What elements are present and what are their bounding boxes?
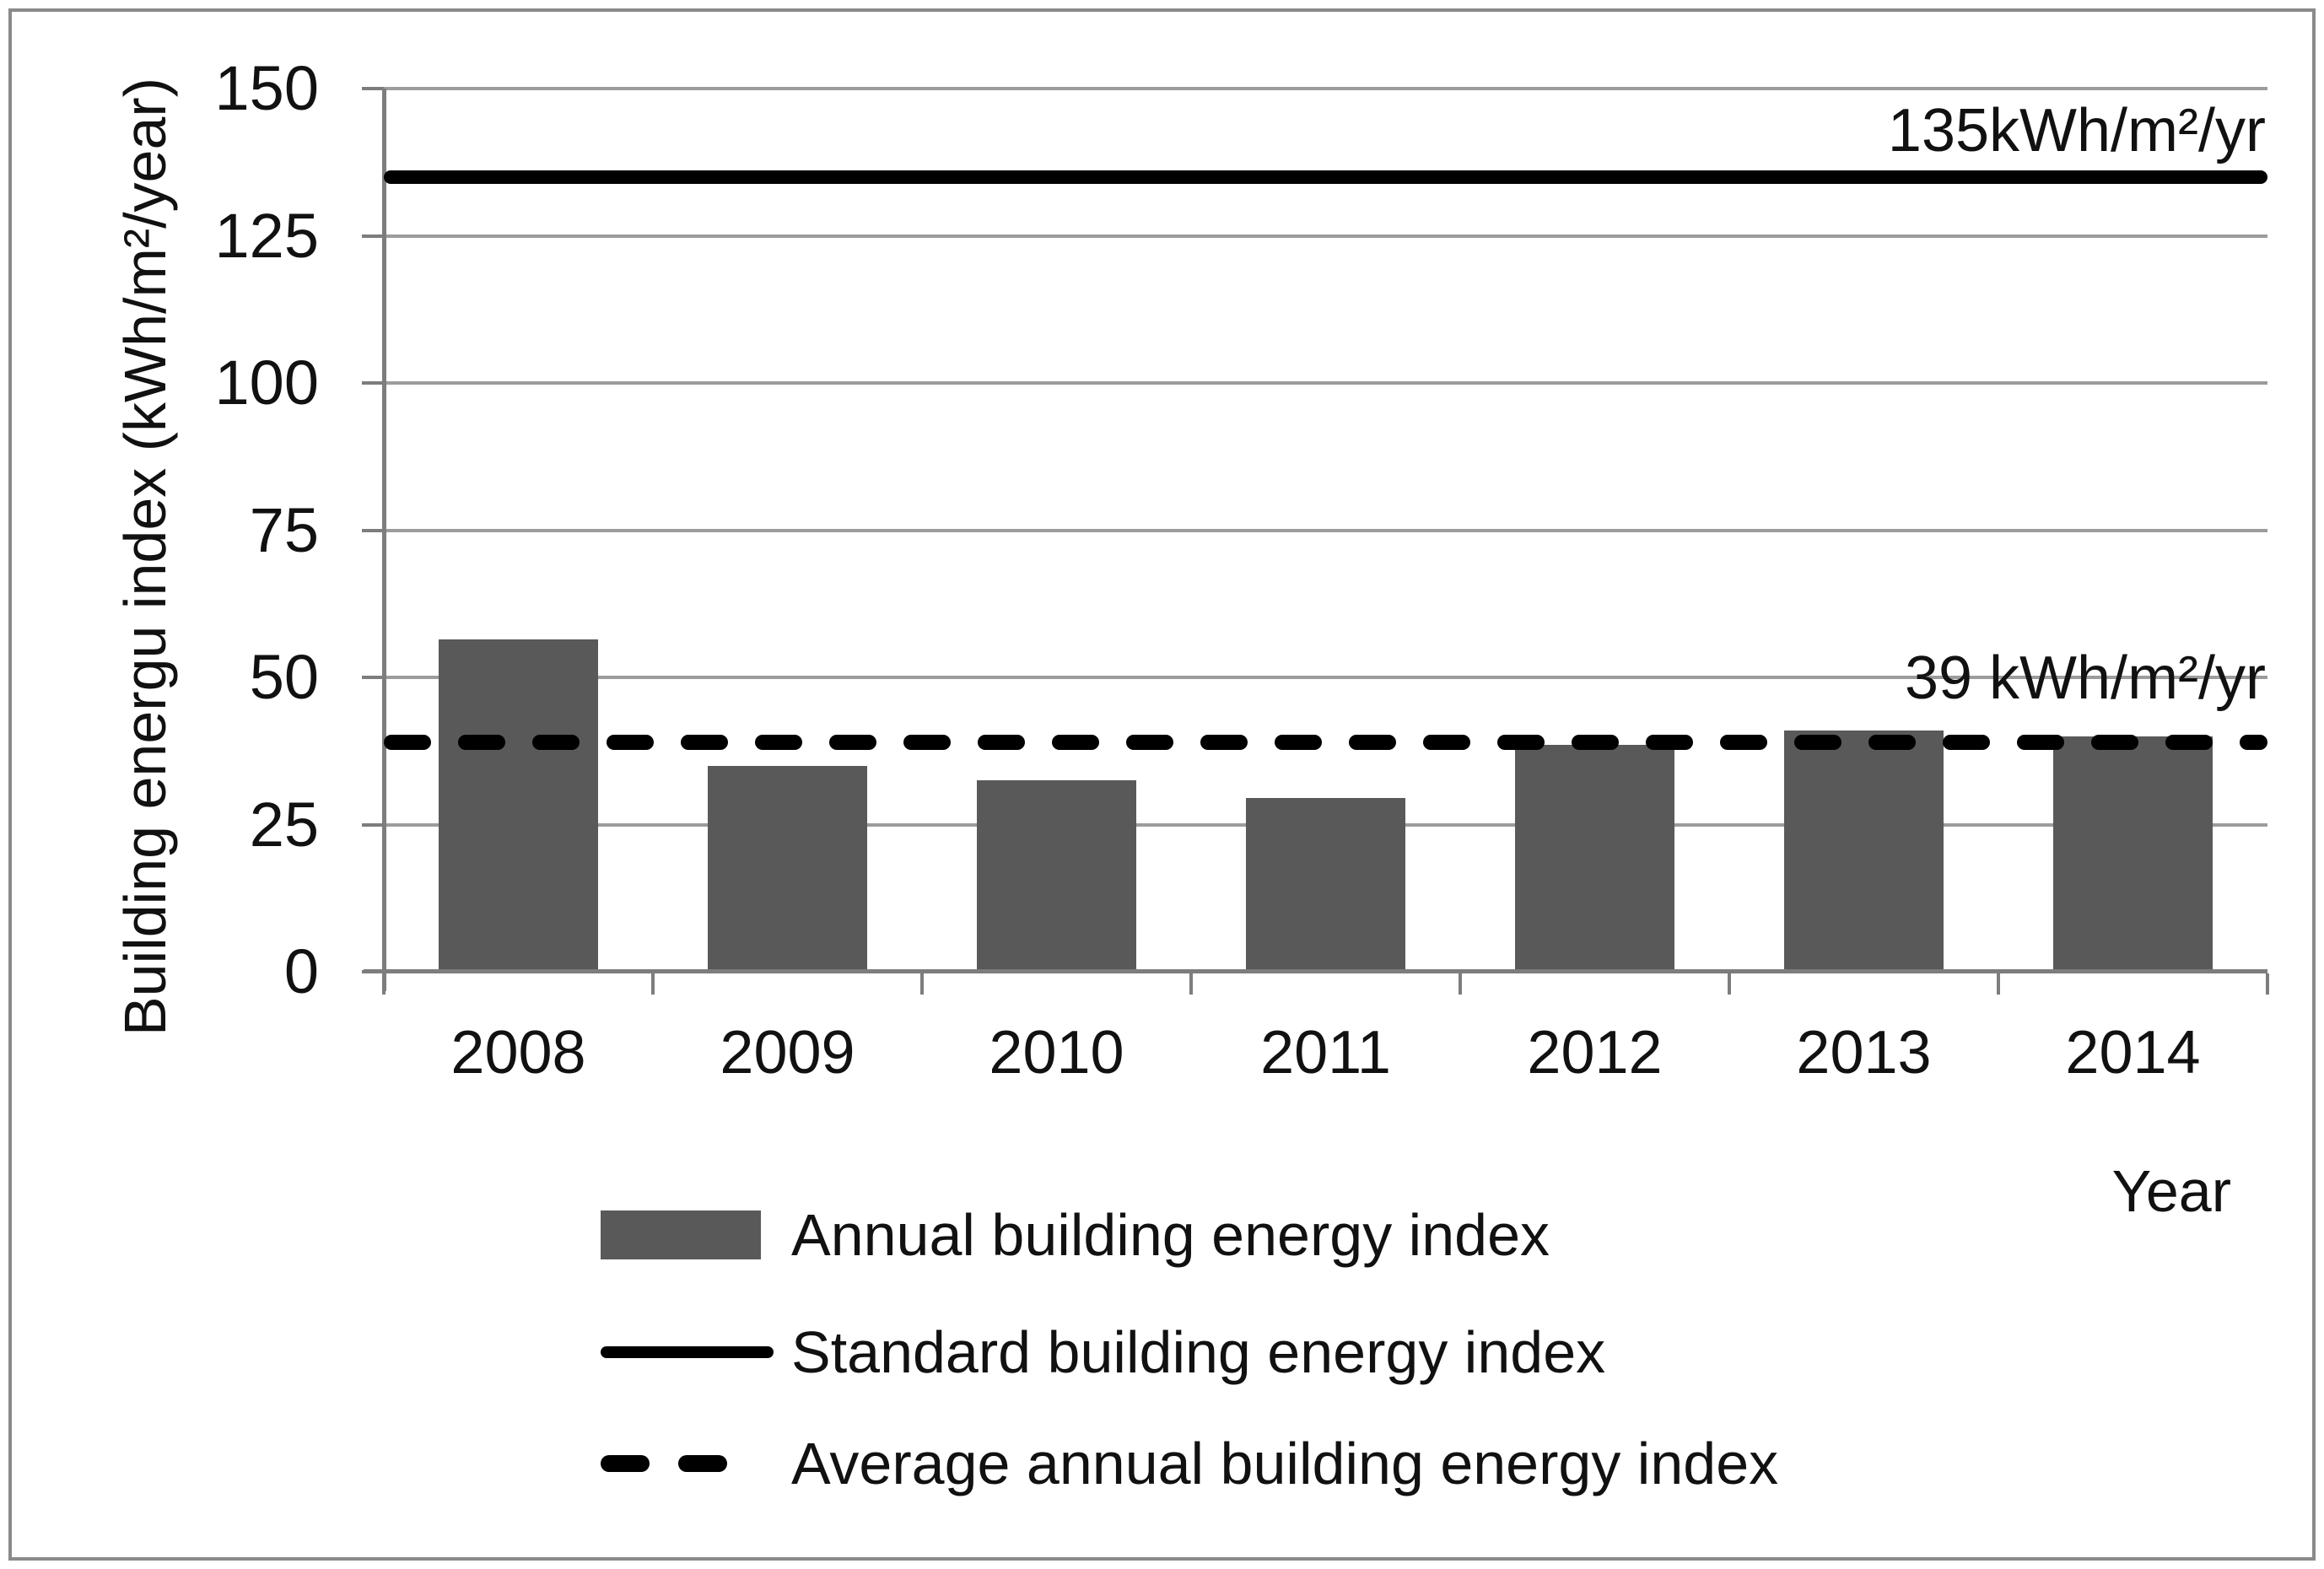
dash-segment bbox=[1943, 734, 1990, 750]
legend-dashed-line-swatch bbox=[601, 1455, 727, 1472]
bar-2013 bbox=[1784, 730, 1944, 972]
average-index-dashed-line bbox=[384, 734, 2267, 750]
y-tick-25 bbox=[362, 822, 384, 827]
figure-border bbox=[8, 8, 2316, 1561]
dash-segment bbox=[384, 734, 431, 750]
x-tick-label-2014: 2014 bbox=[2065, 1019, 2201, 1086]
dash-segment bbox=[1126, 734, 1173, 750]
average-line-value-label: 39 kWh/m²/yr bbox=[1904, 644, 2266, 712]
standard-index-line bbox=[384, 170, 2267, 184]
x-tick-boundary bbox=[1997, 973, 2000, 995]
bar-2010 bbox=[977, 780, 1136, 972]
legend-dash bbox=[678, 1455, 727, 1472]
dash-segment bbox=[458, 734, 505, 750]
bar-2008 bbox=[439, 639, 598, 972]
bar-2009 bbox=[708, 765, 867, 972]
x-tick-label-2012: 2012 bbox=[1527, 1019, 1663, 1086]
dash-segment bbox=[1794, 734, 1841, 750]
legend-label-standard: Standard building energy index bbox=[791, 1319, 1606, 1385]
y-axis-line bbox=[382, 89, 386, 991]
x-tick-label-2010: 2010 bbox=[989, 1019, 1124, 1086]
standard-line-value-label: 135kWh/m²/yr bbox=[1887, 96, 2266, 164]
x-tick-label-2011: 2011 bbox=[1260, 1019, 1391, 1086]
x-tick-label-2013: 2013 bbox=[1796, 1019, 1932, 1086]
x-tick-boundary bbox=[382, 973, 386, 995]
legend-label-average: Average annual building energy index bbox=[791, 1431, 1779, 1496]
dash-segment bbox=[1052, 734, 1099, 750]
legend-item-annual: Annual building energy index bbox=[601, 1199, 1550, 1271]
x-tick-boundary bbox=[1728, 973, 1731, 995]
dash-segment bbox=[2165, 734, 2213, 750]
bar-2012 bbox=[1515, 745, 1674, 972]
legend-item-average: Average annual building energy index bbox=[601, 1427, 1778, 1500]
y-tick-label-50: 50 bbox=[249, 642, 319, 712]
y-tick-label-100: 100 bbox=[214, 348, 319, 418]
x-axis-tick-labels: 2008 2009 2010 2011 2012 2013 2014 bbox=[384, 1017, 2267, 1093]
x-tick-boundary bbox=[2266, 973, 2269, 995]
dash-segment bbox=[978, 734, 1025, 750]
y-tick-label-25: 25 bbox=[249, 789, 319, 860]
bar-2014 bbox=[2053, 736, 2213, 972]
dash-segment bbox=[681, 734, 728, 750]
bar-2011 bbox=[1246, 798, 1405, 972]
x-tick-boundary bbox=[651, 973, 655, 995]
gridline-75 bbox=[384, 528, 2267, 532]
gridline-50 bbox=[384, 676, 2267, 679]
y-tick-label-0: 0 bbox=[283, 936, 319, 1006]
dash-segment bbox=[532, 734, 580, 750]
y-tick-100 bbox=[362, 381, 384, 385]
dash-segment bbox=[903, 734, 951, 750]
y-axis-tick-labels: 0 25 50 75 100 125 150 bbox=[101, 53, 319, 1006]
legend-label-annual: Annual building energy index bbox=[791, 1202, 1550, 1268]
dash-segment bbox=[2240, 734, 2267, 750]
x-tick-label-2008: 2008 bbox=[450, 1019, 586, 1086]
y-tick-label-75: 75 bbox=[249, 494, 319, 565]
dash-segment bbox=[1423, 734, 1470, 750]
dash-segment bbox=[1720, 734, 1767, 750]
dash-segment bbox=[1349, 734, 1396, 750]
dash-segment bbox=[2091, 734, 2138, 750]
dash-segment bbox=[1200, 734, 1248, 750]
dash-segment bbox=[607, 734, 654, 750]
y-tick-label-125: 125 bbox=[214, 200, 319, 271]
standard-line-stroke bbox=[384, 170, 2267, 184]
gridline-100 bbox=[384, 381, 2267, 385]
x-tick-boundary bbox=[1459, 973, 1462, 995]
y-tick-125 bbox=[362, 234, 384, 238]
legend-item-standard: Standard building energy index bbox=[601, 1316, 1605, 1388]
dash-segment bbox=[755, 734, 802, 750]
legend-bar-swatch bbox=[601, 1210, 761, 1259]
x-tick-boundary bbox=[1189, 973, 1193, 995]
gridline-125 bbox=[384, 234, 2267, 238]
dash-segment bbox=[1646, 734, 1693, 750]
plot-area: 135kWh/m²/yr 39 kWh/m²/yr bbox=[362, 87, 2269, 995]
dash-segment bbox=[1275, 734, 1322, 750]
x-axis-title: Year bbox=[2111, 1158, 2231, 1224]
legend-solid-line-swatch bbox=[601, 1346, 774, 1358]
dash-segment bbox=[1868, 734, 1916, 750]
x-tick-boundary bbox=[920, 973, 924, 995]
dash-segment bbox=[1572, 734, 1619, 750]
y-tick-50 bbox=[362, 676, 384, 679]
dash-segment bbox=[2017, 734, 2064, 750]
x-axis-line bbox=[364, 969, 2267, 973]
dash-segment bbox=[829, 734, 876, 750]
x-tick-label-2009: 2009 bbox=[720, 1019, 855, 1086]
y-tick-75 bbox=[362, 528, 384, 532]
dash-segment bbox=[1497, 734, 1545, 750]
legend-dash bbox=[601, 1455, 650, 1472]
y-tick-label-150: 150 bbox=[214, 53, 319, 123]
y-tick-0 bbox=[362, 970, 384, 973]
y-tick-150 bbox=[362, 87, 384, 90]
gridline-150 bbox=[384, 87, 2267, 90]
